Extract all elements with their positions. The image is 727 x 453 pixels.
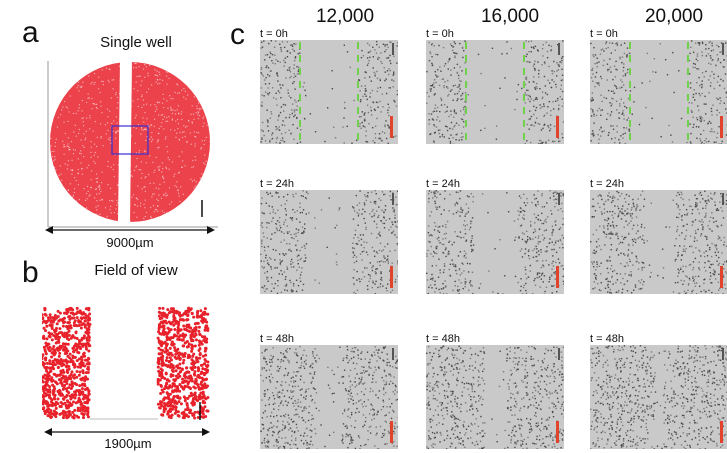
micrograph-panel (426, 345, 564, 449)
time-label: t = 0h (260, 28, 288, 40)
scale-bar (720, 116, 723, 138)
time-label: t = 48h (426, 333, 460, 345)
time-label: t = 48h (590, 333, 624, 345)
field-of-view-box (111, 125, 149, 155)
single-well-plot (47, 60, 218, 228)
micrograph-panel (590, 40, 727, 144)
time-label: t = 24h (590, 178, 624, 190)
micrograph-panel (590, 345, 727, 449)
scale-bar (556, 421, 559, 443)
micrograph-panel (426, 190, 564, 294)
scale-bar (556, 116, 559, 138)
column-header-12000: 12,000 (315, 6, 375, 27)
micrograph-panel (426, 40, 564, 144)
fov-width-label: 1900µm (104, 436, 152, 451)
fov-width-arrow (44, 428, 210, 436)
micrograph-panel (260, 40, 398, 144)
time-label: t = 24h (260, 178, 294, 190)
panel-a-letter: a (22, 16, 39, 49)
fov-cells (42, 306, 210, 420)
column-header-16000: 16,000 (480, 6, 540, 27)
scale-bar (390, 266, 393, 288)
well-width-label: 9000µm (106, 235, 154, 250)
panel-c-letter: c (230, 18, 245, 51)
scale-bar (390, 421, 393, 443)
panel-a-title: Single well (100, 34, 172, 51)
micrograph-panel (260, 190, 398, 294)
micrograph-panel (590, 190, 727, 294)
scale-bar (556, 266, 559, 288)
time-label: t = 48h (260, 333, 294, 345)
micrograph-panel (260, 345, 398, 449)
field-of-view-plot (42, 306, 210, 420)
time-label: t = 0h (590, 28, 618, 40)
scale-bar (720, 266, 723, 288)
well-width-arrow (45, 226, 215, 234)
scale-bar (390, 116, 393, 138)
scale-bar (720, 421, 723, 443)
time-label: t = 0h (426, 28, 454, 40)
time-label: t = 24h (426, 178, 460, 190)
panel-b-title: Field of view (94, 262, 178, 279)
panel-b-letter: b (22, 256, 39, 289)
column-header-20000: 20,000 (644, 6, 704, 27)
well-cells (50, 60, 211, 224)
